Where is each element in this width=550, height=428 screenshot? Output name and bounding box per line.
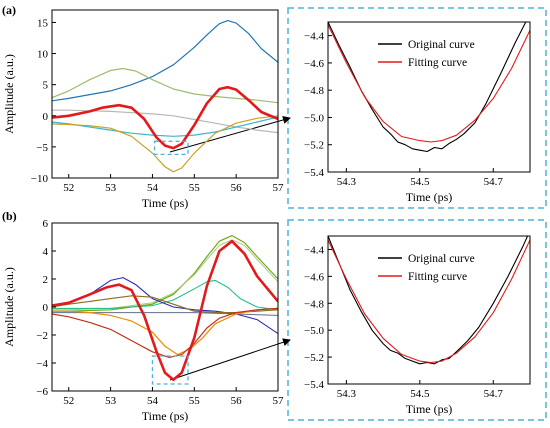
x-tick-label: 55 <box>189 395 201 407</box>
x-axis-label: Time (ps) <box>406 402 453 416</box>
zoom-arrow-b <box>169 338 291 381</box>
plot-frame <box>51 9 279 179</box>
plot-area <box>328 22 530 153</box>
y-tick-label: −5.0 <box>304 325 324 337</box>
series-line-4 <box>52 277 278 335</box>
zoom-arrow-a <box>169 116 291 153</box>
y-tick-label: 2 <box>43 274 49 286</box>
legend-entry: Fitting curve <box>408 57 467 69</box>
x-axis-label: Time (ps) <box>142 409 189 423</box>
x-axis-label: Time (ps) <box>406 190 453 204</box>
x-tick-label: 52 <box>63 182 74 194</box>
series-line-5 <box>52 115 278 173</box>
x-tick-label: 54 <box>147 182 159 194</box>
x-tick-label: 57 <box>273 395 285 407</box>
series-line-6 <box>52 312 278 316</box>
panel-a-label: (a) <box>2 3 16 17</box>
y-tick-label: 0 <box>43 302 49 314</box>
zoom-box <box>153 140 189 156</box>
y-tick-label: −4.8 <box>304 298 324 310</box>
legend-entry: Original curve <box>408 253 475 265</box>
y-tick-label: −5.4 <box>304 379 324 391</box>
plot-frame <box>327 235 531 385</box>
series-line-4 <box>52 116 278 137</box>
y-tick-label: −5.2 <box>304 140 324 152</box>
y-tick-label: −2 <box>36 330 48 342</box>
y-tick-label: −5.2 <box>304 352 324 364</box>
chart-a-inset: 54.3 54.5 54.7 −5.4 −5.2 −5.0 −4.8 −4.6 −4.4 Time… <box>304 21 531 204</box>
plot-area <box>52 235 278 382</box>
series-line-2 <box>328 239 530 364</box>
y-tick-label: −4 <box>36 358 48 370</box>
series-line-1 <box>328 22 527 153</box>
y-tick-label: 4 <box>43 246 49 258</box>
y-tick-label: 15 <box>37 17 49 29</box>
y-tick-label: −5.0 <box>304 112 324 124</box>
chart-b-inset: 54.3 54.5 54.7 −5.4 −5.2 −5.0 −4.8 −4.6 −4.4 Time… <box>304 235 531 416</box>
zoom-box <box>151 355 189 385</box>
x-tick-label: 54.5 <box>410 388 430 400</box>
chart-b-main: 52 53 54 55 56 57 −6 −4 −2 0 2 4 6 Time (ps) Amplitude… <box>2 218 284 423</box>
y-tick-label: 0 <box>43 111 49 123</box>
series-line-2 <box>328 24 530 143</box>
chart-a-main: 52 53 54 55 56 57 −10 −5 0 5 10 15 Time (ps) Amplitud… <box>2 9 285 210</box>
series-line-9 <box>52 239 278 382</box>
y-tick-label: 10 <box>37 49 49 61</box>
y-axis-label: Amplitude (a.u.) <box>2 54 16 134</box>
x-tick-label: 54 <box>147 395 159 407</box>
y-tick-label: −6 <box>36 386 48 398</box>
series-line-2 <box>52 67 278 104</box>
x-tick-label: 54.7 <box>484 388 504 400</box>
series-line-2 <box>52 239 278 311</box>
x-tick-label: 54.5 <box>410 176 430 188</box>
y-tick-label: −4.6 <box>304 58 324 70</box>
series-line-6 <box>52 85 278 150</box>
inset-b-frame <box>287 219 547 421</box>
x-tick-label: 56 <box>231 182 243 194</box>
y-tick-label: −4.6 <box>304 271 324 283</box>
y-tick-label: −5 <box>36 142 48 154</box>
x-tick-label: 53 <box>105 182 117 194</box>
x-tick-label: 54.3 <box>337 176 357 188</box>
x-tick-label: 56 <box>231 395 243 407</box>
y-tick-label: −4.8 <box>304 85 324 97</box>
x-tick-label: 53 <box>105 395 117 407</box>
y-tick-label: −4.4 <box>304 244 324 256</box>
x-tick-label: 54.7 <box>484 176 504 188</box>
legend-entry: Original curve <box>408 39 475 51</box>
plot-frame <box>51 222 279 392</box>
y-tick-label: −10 <box>31 173 49 185</box>
series-line-1 <box>52 235 278 312</box>
plot-frame <box>327 21 531 173</box>
series-line-3 <box>52 279 278 311</box>
y-axis-label: Amplitude (a.u.) <box>2 267 16 347</box>
y-tick-label: −4.4 <box>304 31 324 43</box>
y-tick-label: −5.4 <box>304 167 324 179</box>
y-tick-label: 5 <box>43 80 49 92</box>
panel-b-label: (b) <box>2 209 17 223</box>
x-tick-label: 55 <box>189 182 201 194</box>
legend-entry: Fitting curve <box>408 271 467 283</box>
plot-area <box>52 20 278 173</box>
series-line-1 <box>52 20 278 102</box>
inset-a-frame <box>287 7 547 209</box>
x-tick-label: 57 <box>273 182 285 194</box>
plot-area <box>328 236 530 365</box>
x-tick-label: 52 <box>63 395 74 407</box>
x-axis-label: Time (ps) <box>142 196 189 210</box>
series-line-1 <box>328 236 529 365</box>
y-tick-label: 6 <box>43 218 49 230</box>
series-line-7 <box>52 307 278 356</box>
x-tick-label: 54.3 <box>337 388 357 400</box>
